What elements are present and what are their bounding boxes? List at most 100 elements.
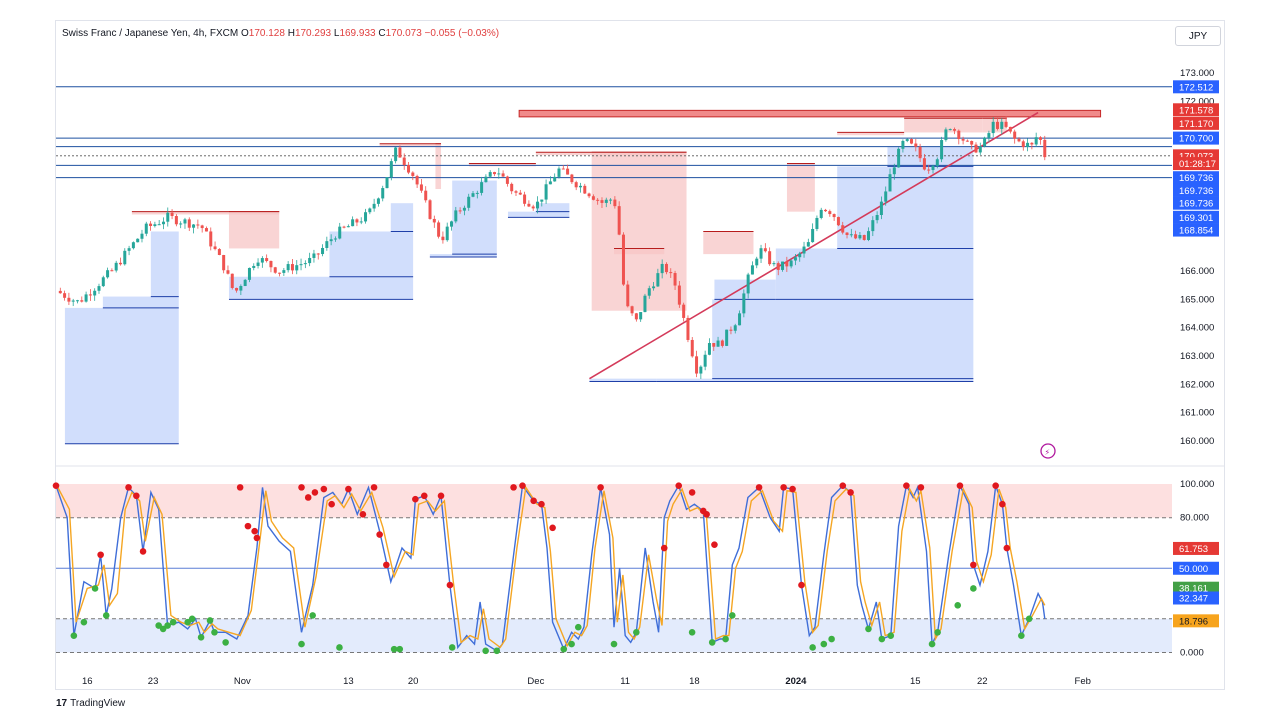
stoch-marker-red [519, 482, 526, 489]
candle-body [879, 201, 883, 216]
candle-body [394, 147, 398, 162]
candle-body [806, 242, 810, 247]
price-badge: 171.578 [1173, 103, 1219, 117]
stoch-marker-green [934, 628, 941, 636]
price-badge-box [1173, 196, 1219, 210]
candle-body [531, 206, 535, 209]
candle-body [501, 173, 505, 177]
candle-body [742, 293, 746, 314]
price-badge-text: 171.170 [1179, 119, 1213, 130]
candle-body [63, 293, 67, 298]
candle-body [286, 264, 290, 271]
candle-body [385, 177, 389, 189]
stoch-marker-red [420, 492, 428, 500]
candle-body [596, 199, 600, 201]
stoch-marker-green [865, 625, 872, 633]
candle-body [432, 218, 436, 223]
candle-body [183, 219, 187, 224]
candle-body [351, 219, 355, 227]
candle-body [854, 234, 858, 239]
candle-body [467, 196, 471, 208]
price-tick-label: 165.000 [1180, 294, 1214, 305]
alert-icon-glyph: ⚡ [1045, 448, 1051, 457]
candle-body [940, 140, 944, 160]
candle-body [166, 212, 170, 222]
candle-body [325, 241, 329, 248]
candle-body [196, 224, 200, 226]
candle-body [1030, 142, 1034, 145]
candle-body [703, 354, 707, 367]
candle-body [118, 262, 122, 265]
price-badge: 169.736 [1173, 171, 1219, 185]
candle-body [544, 184, 548, 200]
price-badge-text: 170.073 [1179, 151, 1213, 162]
candle-body [991, 121, 995, 134]
zone-blue-8 [507, 211, 570, 218]
candle-body [265, 258, 269, 261]
candle-body [793, 257, 797, 261]
candle-body [497, 173, 501, 175]
price-badge-box [1173, 210, 1219, 224]
stoch-marker-green [1018, 632, 1025, 639]
candle-body [776, 263, 780, 270]
price-tick-label: 166.000 [1180, 266, 1214, 277]
candle-body [746, 274, 750, 294]
candle-body [931, 165, 935, 171]
tradingview-logo[interactable]: 17 TradingView [56, 698, 125, 709]
time-tick-label: Nov [234, 676, 251, 687]
open-value: 170.128 [248, 28, 285, 39]
stoch-marker-red [903, 482, 910, 489]
candle-body [153, 224, 157, 227]
candle-body [174, 216, 178, 225]
stoch-marker-red [839, 482, 847, 489]
price-tick-label: 162.000 [1180, 379, 1214, 390]
price-tick-label: 172.000 [1180, 96, 1214, 107]
candle-body [656, 273, 660, 287]
stoch-marker-red [125, 484, 132, 491]
candle-body [587, 193, 591, 197]
candle-body [922, 158, 926, 170]
candle-body [811, 228, 815, 243]
candle-body [875, 215, 879, 221]
chart-frame[interactable] [55, 20, 1225, 690]
candle-body [243, 279, 247, 287]
candle-body [557, 168, 561, 177]
zone-red-24 [614, 248, 665, 255]
stoch-marker-green [70, 632, 78, 639]
price-tick-label: 161.000 [1180, 408, 1214, 419]
stoch-marker-green [633, 628, 640, 636]
stoch-marker-red [992, 482, 999, 489]
candle-body [914, 143, 918, 147]
candle-body [93, 290, 97, 296]
stoch-marker-red [251, 527, 258, 535]
candle-body [437, 222, 441, 237]
stoch-marker-green [211, 628, 218, 636]
zone-blue-6 [429, 254, 497, 257]
stoch-marker-green [222, 639, 229, 646]
candle-body [845, 232, 849, 235]
candle-body [213, 246, 217, 250]
candle-body [871, 220, 875, 232]
stoch-marker-red [711, 541, 718, 548]
stoch-marker-green [722, 635, 729, 643]
candle-body [428, 200, 432, 219]
stoch-marker-green [309, 612, 316, 619]
zone-blue-7 [452, 180, 497, 255]
stoch-marker-red [345, 485, 352, 493]
stoch-marker-red [139, 548, 147, 555]
stoch-marker-red [1003, 544, 1011, 552]
stoch-marker-green [448, 644, 456, 651]
candle-body [1017, 138, 1021, 142]
candle-body [566, 168, 570, 175]
currency-button[interactable]: JPY [1175, 26, 1221, 46]
stoch-marker-red [311, 489, 319, 496]
stoch-marker-green [336, 644, 343, 651]
zone-blue-1 [102, 296, 179, 308]
price-badge-text: 172.512 [1179, 82, 1213, 93]
time-tick-label: 15 [910, 676, 921, 687]
price-badge-text: 170.700 [1179, 134, 1213, 145]
candle-body [187, 219, 191, 228]
price-badge-box [1173, 116, 1219, 130]
stoch-marker-red [780, 484, 787, 491]
